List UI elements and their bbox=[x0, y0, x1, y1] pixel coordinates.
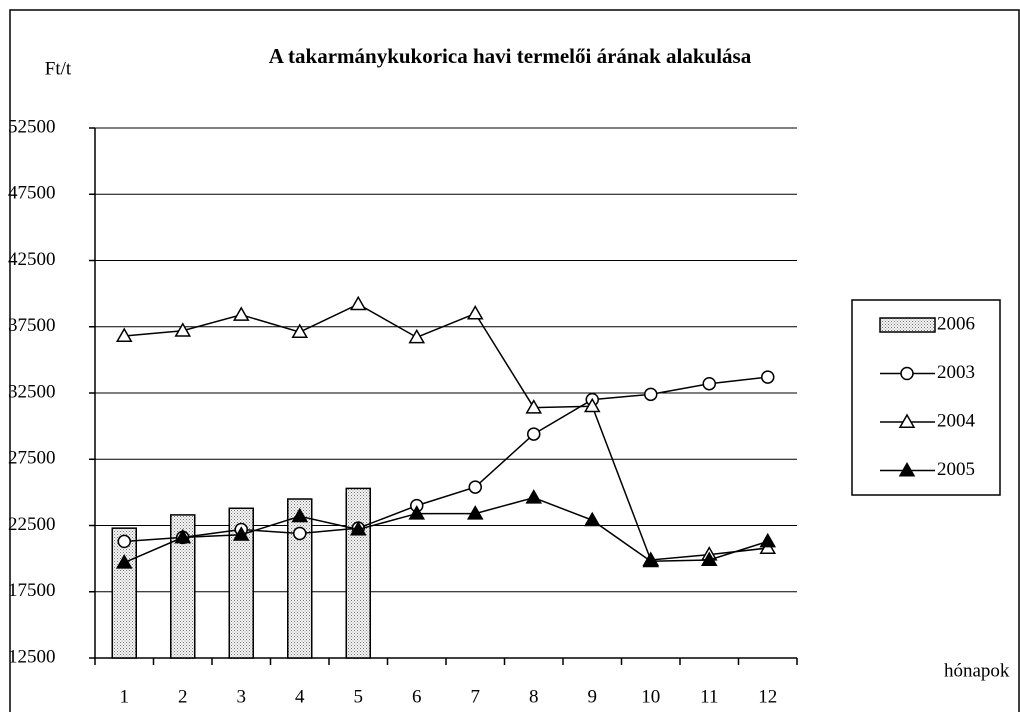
x-tick-label: 12 bbox=[758, 686, 777, 707]
point-marker bbox=[583, 511, 601, 527]
legend-label: 2003 bbox=[937, 362, 975, 383]
x-tick-label: 6 bbox=[412, 686, 422, 707]
point-marker bbox=[408, 328, 426, 344]
bar bbox=[345, 487, 371, 659]
point-marker bbox=[583, 397, 601, 413]
x-tick-label: 8 bbox=[529, 686, 539, 707]
point-marker bbox=[644, 387, 658, 402]
chart-title: A takarmánykukorica havi termelői árának… bbox=[269, 44, 752, 68]
y-axis-label: Ft/t bbox=[45, 58, 72, 79]
x-tick-label: 7 bbox=[471, 686, 481, 707]
legend-label: 2006 bbox=[937, 313, 975, 334]
point-marker bbox=[468, 480, 482, 494]
y-tick-label: 22500 bbox=[8, 514, 56, 535]
point-marker bbox=[174, 528, 192, 544]
point-marker bbox=[527, 427, 541, 441]
point-marker bbox=[761, 370, 775, 384]
frame bbox=[9, 9, 1020, 712]
y-tick-label: 17500 bbox=[8, 580, 56, 601]
bar bbox=[287, 498, 313, 659]
legend-marker bbox=[898, 413, 916, 428]
x-tick-label: 10 bbox=[641, 686, 660, 707]
x-tick-label: 5 bbox=[354, 686, 364, 707]
y-tick-label: 52500 bbox=[8, 116, 56, 137]
point-marker bbox=[525, 489, 543, 504]
point-marker bbox=[115, 327, 133, 343]
point-marker bbox=[408, 505, 426, 520]
legend-label: 2004 bbox=[937, 410, 976, 431]
y-tick-label: 27500 bbox=[8, 448, 56, 469]
point-marker bbox=[293, 526, 307, 541]
x-tick-label: 9 bbox=[588, 686, 598, 707]
x-tick-label: 11 bbox=[700, 686, 718, 707]
point-marker bbox=[115, 554, 133, 569]
point-marker bbox=[702, 376, 716, 391]
y-tick-label: 47500 bbox=[8, 183, 56, 204]
x-tick-label: 2 bbox=[178, 686, 188, 707]
x-axis-label: hónapok bbox=[944, 660, 1010, 681]
x-tick-label: 1 bbox=[120, 686, 130, 707]
x-tick-label: 3 bbox=[237, 686, 247, 707]
point-marker bbox=[700, 551, 718, 566]
legend-marker bbox=[900, 366, 914, 381]
point-marker bbox=[759, 532, 777, 548]
legend-label: 2005 bbox=[937, 459, 975, 480]
point-marker bbox=[117, 534, 131, 549]
point-marker bbox=[349, 520, 367, 536]
y-tick-label: 37500 bbox=[8, 315, 56, 336]
y-tick-label: 42500 bbox=[8, 249, 56, 270]
point-marker bbox=[466, 505, 484, 520]
point-marker bbox=[174, 322, 192, 337]
point-marker bbox=[291, 323, 309, 339]
point-marker bbox=[291, 507, 309, 523]
line bbox=[123, 496, 768, 564]
x-tick-label: 4 bbox=[295, 686, 305, 707]
point-marker bbox=[525, 399, 543, 414]
point-marker bbox=[232, 526, 250, 541]
point-marker bbox=[232, 306, 250, 321]
point-marker bbox=[466, 304, 484, 320]
y-tick-label: 12500 bbox=[8, 646, 56, 667]
legend-swatch bbox=[879, 317, 936, 333]
legend-marker bbox=[898, 461, 916, 477]
line bbox=[124, 303, 768, 561]
y-tick-label: 32500 bbox=[8, 381, 56, 402]
point-marker bbox=[642, 552, 660, 568]
line bbox=[124, 376, 768, 543]
point-marker bbox=[349, 295, 367, 311]
bar bbox=[111, 527, 137, 659]
